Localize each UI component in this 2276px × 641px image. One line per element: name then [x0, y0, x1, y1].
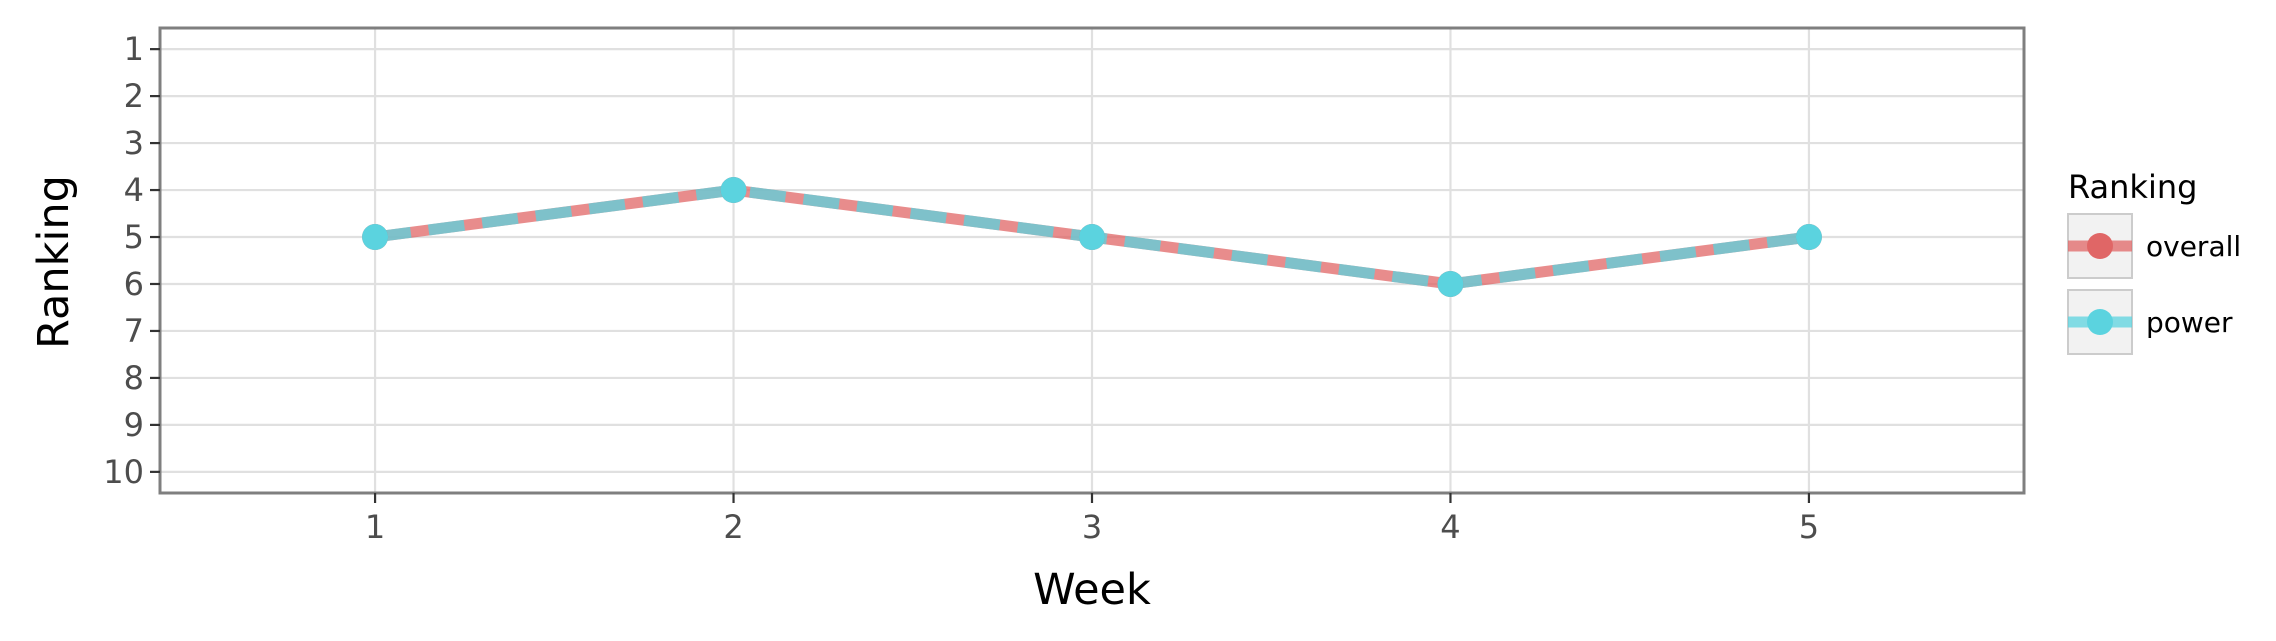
y-tick-label: 4	[124, 171, 144, 209]
x-axis-title: Week	[1033, 565, 1151, 615]
y-tick-label: 2	[124, 77, 144, 115]
data-point-power	[1079, 224, 1105, 251]
x-tick-label: 4	[1440, 508, 1460, 546]
data-point-power	[1795, 224, 1822, 251]
y-axis-title: Ranking	[29, 175, 79, 349]
legend-marker-power	[2087, 309, 2113, 335]
legend: Ranking overall power	[2067, 168, 2241, 355]
legend-marker-overall	[2087, 233, 2113, 259]
y-tick-label: 9	[124, 406, 144, 444]
data-point-power	[720, 177, 747, 204]
y-tick-label: 6	[124, 265, 144, 303]
y-tick-label: 1	[124, 30, 144, 68]
y-tick-label: 3	[124, 124, 144, 162]
series-layer	[362, 177, 1822, 297]
axis-layer: 1 2 3 4 5 1 2 3 4 5 6 7 8 9 10	[103, 30, 1819, 546]
legend-label-overall: overall	[2146, 230, 2241, 263]
data-point-power	[1437, 270, 1464, 297]
x-tick-label: 3	[1082, 508, 1102, 546]
y-tick-label: 10	[103, 453, 144, 491]
grid-layer	[160, 28, 2024, 493]
y-tick-label: 5	[124, 218, 144, 256]
x-tick-label: 1	[365, 508, 385, 546]
x-tick-label: 2	[723, 508, 743, 546]
legend-items: overall power	[2067, 213, 2241, 355]
data-point-power	[362, 224, 389, 251]
y-tick-label: 7	[124, 312, 144, 350]
legend-title: Ranking	[2068, 168, 2197, 206]
y-tick-label: 8	[124, 359, 144, 397]
legend-label-power: power	[2146, 306, 2233, 339]
x-tick-label: 5	[1799, 508, 1819, 546]
